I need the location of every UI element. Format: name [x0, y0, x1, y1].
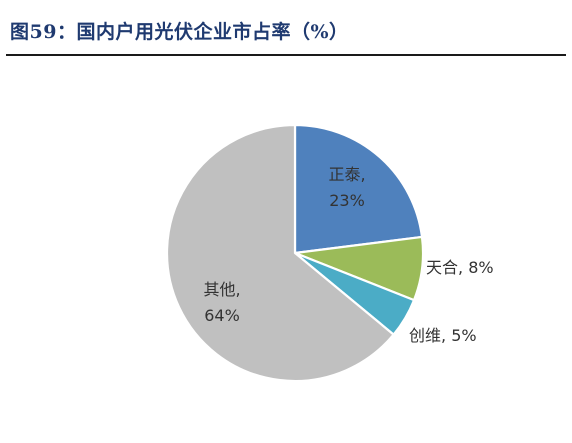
pie-label-name: 创维, [409, 326, 451, 345]
pie-label-value: 64% [204, 306, 240, 325]
pie-label-name: 天合, [426, 258, 468, 277]
pie-label-value: 23% [329, 191, 365, 210]
pie-label-name: 其他, [203, 280, 240, 299]
pie-labels: 正泰, 23% 天合, 8% 创维, 5% 其他, 64% [203, 165, 493, 345]
pie-label-其他: 其他, 64% [203, 280, 240, 325]
pie-slices [165, 123, 425, 383]
pie-slice-其他 [165, 123, 395, 383]
pie-label-正泰: 正泰, 23% [328, 165, 365, 210]
figure-header: 图59：国内户用光伏企业市占率（%） [0, 0, 572, 58]
header-divider [6, 54, 566, 56]
pie-label-创维: 创维, 5% [409, 326, 477, 345]
pie-label-天合: 天合, 8% [426, 258, 494, 277]
pie-label-value: 5% [451, 326, 476, 345]
figure-title: 图59：国内户用光伏企业市占率（%） [10, 21, 349, 43]
pie-label-name: 正泰, [328, 165, 365, 184]
pie-label-value: 8% [468, 258, 493, 277]
pie-slice-正泰 [293, 123, 424, 255]
